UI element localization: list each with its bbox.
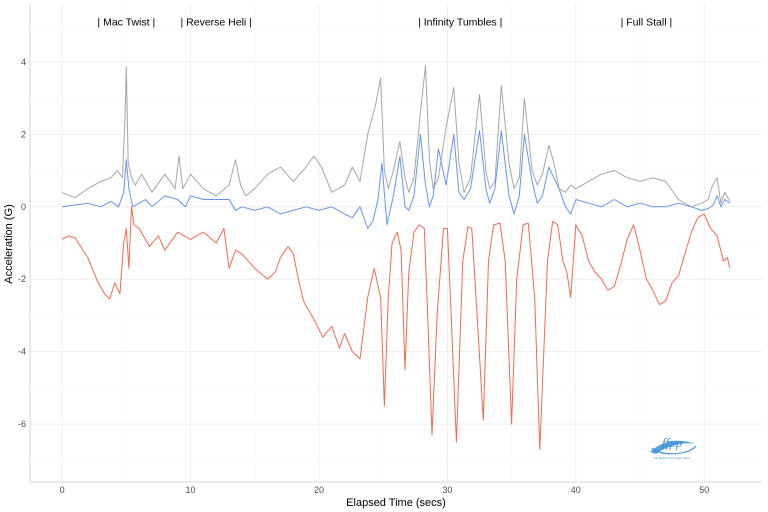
series-line-1 <box>61 65 731 208</box>
logo-ellipse-icon <box>651 445 697 455</box>
series-lines <box>61 65 731 450</box>
maneuver-label: | Reverse Heli | <box>181 17 252 29</box>
maneuver-label: | Infinity Tumbles | <box>418 17 502 29</box>
major-gridlines <box>30 4 762 482</box>
logo-tagline: the flight of the paper plane <box>654 456 691 460</box>
maneuver-annotations: | Mac Twist | | Reverse Heli | | Infinity … <box>97 17 672 29</box>
x-tick-label: 0 <box>60 485 65 495</box>
x-tick-labels: 0 10 20 30 40 50 <box>60 485 710 495</box>
y-tick-label: 4 <box>21 57 26 67</box>
y-tick-label: -6 <box>18 419 26 429</box>
x-tick-label: 50 <box>699 485 709 495</box>
logo-wordmark: ffpp <box>662 435 683 450</box>
series-line-2 <box>62 130 731 229</box>
x-tick-label: 40 <box>571 485 581 495</box>
x-tick-label: 20 <box>314 485 324 495</box>
x-tick-label: 10 <box>186 485 196 495</box>
logo-swoosh-icon <box>650 440 696 454</box>
x-tick-label: 30 <box>442 485 452 495</box>
y-tick-label: 0 <box>21 202 26 212</box>
y-tick-label: -2 <box>18 274 26 284</box>
y-axis-title: Acceleration (G) <box>3 204 15 283</box>
minor-gridlines <box>30 4 762 482</box>
y-tick-label: 2 <box>21 129 26 139</box>
y-tick-labels: -6 -4 -2 0 2 4 <box>18 57 26 429</box>
watermark-logo: ffpp the flight of the paper plane <box>650 435 697 460</box>
x-axis-title: Elapsed Time (secs) <box>346 497 446 509</box>
maneuver-label: | Mac Twist | <box>97 17 155 29</box>
y-tick-label: -4 <box>18 347 26 357</box>
maneuver-label: | Full Stall | <box>621 17 673 29</box>
series-line-3 <box>61 206 731 450</box>
